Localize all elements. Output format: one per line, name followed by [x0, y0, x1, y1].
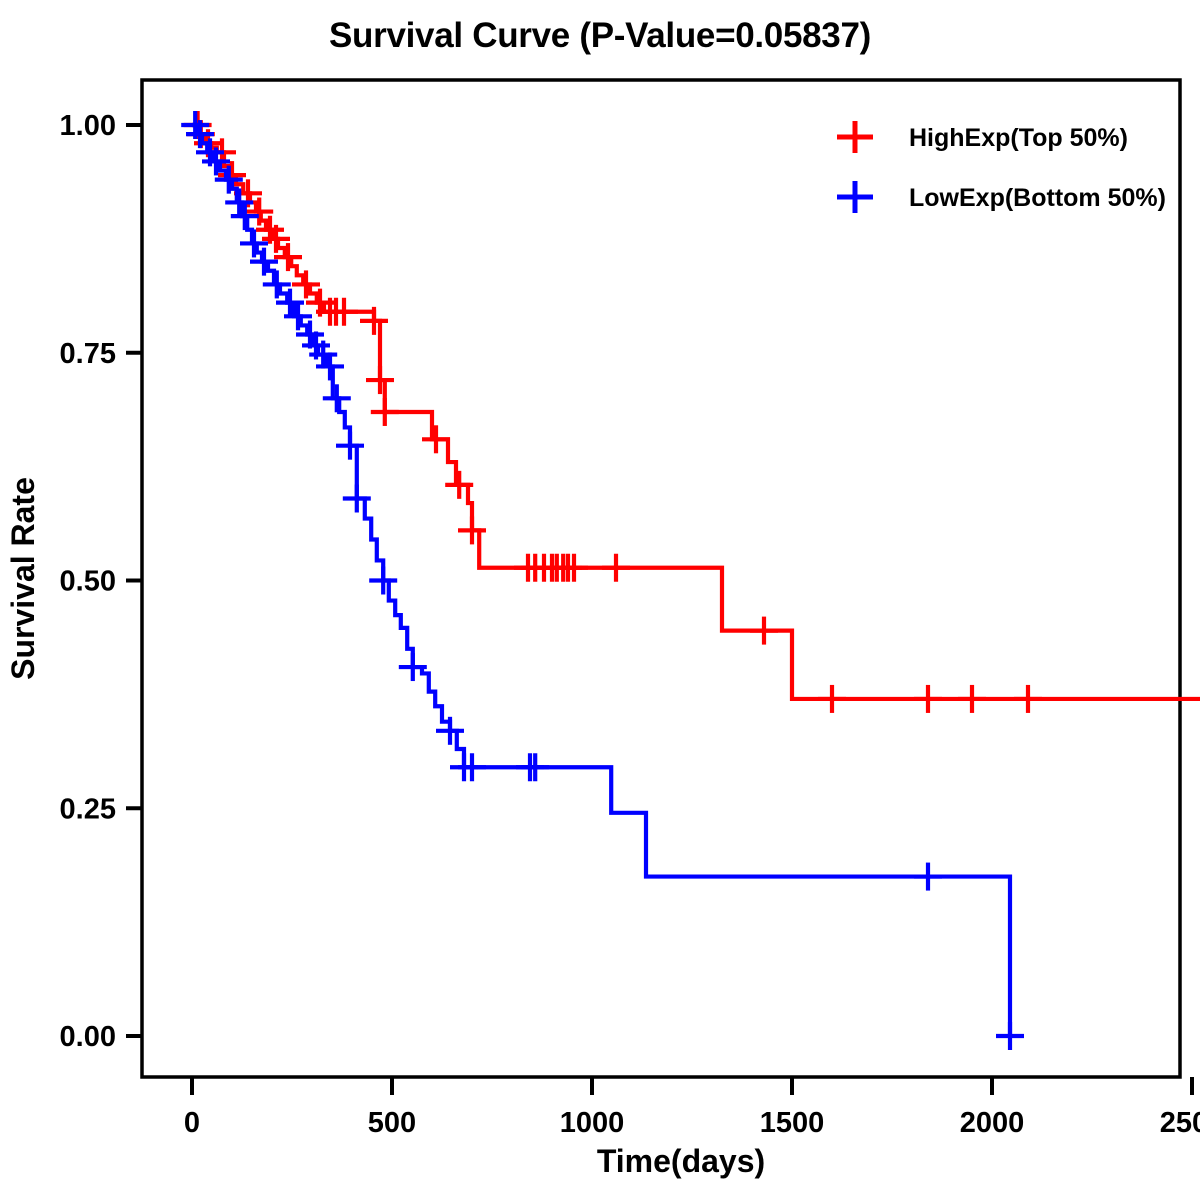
censor-marker — [602, 553, 630, 582]
curves-group — [181, 111, 1200, 1050]
censor-marker — [240, 229, 268, 258]
labels-group: Time(days) Survival Rate — [5, 477, 765, 1179]
step-line — [192, 122, 1013, 1036]
censor-marker — [336, 431, 364, 460]
x-axis-tick-label: 0 — [184, 1107, 200, 1139]
censor-marker — [245, 197, 274, 226]
censor-marker — [330, 297, 358, 326]
censor-marker — [186, 120, 214, 149]
censor-marker — [398, 653, 427, 682]
x-axis-title: Time(days) — [597, 1143, 765, 1179]
survival-curve-high-exp — [183, 111, 1200, 713]
legend-entry-high-exp[interactable]: HighExp(Top 50%) — [837, 121, 1128, 153]
censor-marker — [262, 224, 290, 253]
censor-marker — [214, 165, 243, 194]
censor-marker — [342, 484, 371, 513]
censor-marker — [818, 684, 846, 713]
censor-marker — [521, 753, 550, 782]
censor-marker — [914, 684, 942, 713]
y-axis-tick-label: 0.75 — [60, 338, 116, 370]
legend-label: LowExp(Bottom 50%) — [909, 184, 1166, 212]
censor-marker — [1014, 684, 1042, 713]
censor-marker — [422, 425, 450, 454]
censor-marker — [436, 716, 464, 745]
censor-marker — [750, 616, 778, 645]
censor-marker — [316, 352, 344, 381]
censor-marker — [369, 566, 398, 595]
censor-marker — [322, 384, 351, 413]
y-axis-tick-label: 1.00 — [60, 110, 116, 142]
y-axis-title: Survival Rate — [5, 477, 41, 680]
plot-frame — [140, 78, 1182, 1079]
y-axis-tick-label: 0.25 — [60, 793, 116, 825]
censor-marker — [274, 243, 302, 272]
censor-marker — [560, 553, 588, 582]
censor-marker — [458, 516, 486, 545]
censor-marker — [360, 306, 388, 335]
censor-marker — [458, 753, 486, 782]
censor-marker — [230, 202, 259, 231]
x-axis-tick-label: 2000 — [960, 1107, 1025, 1139]
censor-marker — [914, 862, 942, 891]
censor-marker — [225, 188, 254, 217]
legend-label: HighExp(Top 50%) — [909, 124, 1128, 152]
censor-marker — [958, 684, 986, 713]
legend-entry-low-exp[interactable]: LowExp(Bottom 50%) — [837, 181, 1166, 213]
censor-marker — [284, 302, 312, 331]
y-axis-tick-label: 0.50 — [60, 566, 116, 598]
x-axis-tick-label: 500 — [368, 1107, 416, 1139]
x-axis-tick-label: 2500 — [1160, 1107, 1200, 1139]
censor-marker — [250, 247, 278, 276]
censor-marker — [366, 366, 394, 395]
x-axis-tick-label: 1500 — [760, 1107, 825, 1139]
chart-title: Survival Curve (P-Value=0.05837) — [329, 16, 871, 55]
survival-curve-low-exp — [181, 111, 1024, 1050]
censor-marker — [202, 147, 230, 176]
y-axis-tick-label: 0.00 — [60, 1021, 116, 1053]
censor-marker — [996, 1022, 1024, 1050]
censor-marker — [262, 270, 291, 299]
legend-group: HighExp(Top 50%) LowExp(Bottom 50%) — [837, 121, 1166, 213]
axes-group: 0.00 0.25 0.50 0.75 1.00 0 500 1000 1500 2000 2500 — [60, 78, 1200, 1139]
censor-marker — [370, 397, 399, 426]
censor-marker — [292, 270, 320, 299]
censor-marker — [445, 470, 474, 499]
x-axis-tick-label: 1000 — [560, 1107, 625, 1139]
censor-marker — [309, 340, 338, 369]
